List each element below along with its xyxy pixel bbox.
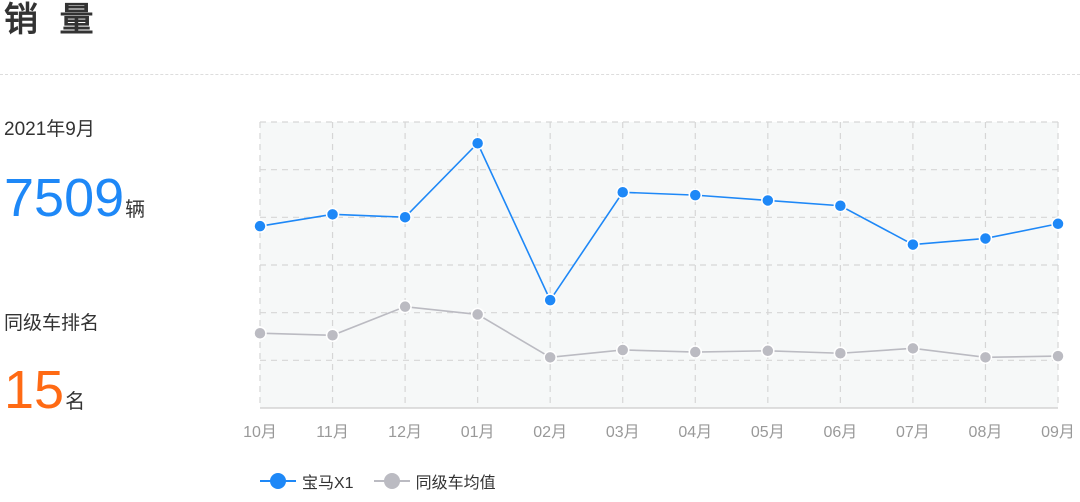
data-point-bmw-x1	[253, 219, 267, 233]
legend-dot-segment-average	[383, 473, 400, 489]
data-point-bmw-x1	[761, 193, 775, 208]
sales-figure: 7509辆	[4, 168, 145, 242]
legend-item-segment-average[interactable]: 同级车均值	[373, 469, 496, 493]
x-tick-label: 10月	[243, 424, 277, 441]
data-point-bmw-x1	[1051, 217, 1065, 231]
data-point-bmw-x1	[325, 207, 340, 222]
data-point-segment-average	[978, 350, 993, 365]
chart-legend: 宝马X1 同级车均值	[260, 469, 516, 493]
sales-value: 7509	[4, 168, 125, 228]
sales-unit: 辆	[125, 199, 146, 221]
x-tick-label: 11月	[316, 424, 349, 441]
x-tick-label: 04月	[678, 424, 712, 441]
legend-swatch-bmw-x1	[260, 473, 296, 489]
data-point-segment-average	[906, 341, 920, 356]
title-divider	[0, 74, 1080, 75]
x-tick-label: 01月	[461, 424, 495, 441]
data-point-bmw-x1	[615, 185, 630, 200]
series-line-bmw-x1	[259, 141, 1059, 302]
data-point-bmw-x1	[906, 237, 920, 252]
data-point-bmw-x1	[543, 293, 557, 307]
data-point-bmw-x1	[470, 136, 485, 150]
data-point-segment-average	[325, 328, 340, 343]
legend-label-segment-average: 同级车均值	[415, 475, 496, 492]
x-tick-label: 08月	[969, 424, 1003, 441]
rank-label: 同级车排名	[4, 313, 100, 334]
x-tick-label: 03月	[606, 424, 640, 441]
rank-figure: 15名	[4, 360, 85, 434]
legend-swatch-segment-average	[373, 473, 410, 489]
x-tick-label: 12月	[388, 424, 422, 441]
rank-unit: 名	[65, 391, 86, 413]
page-title: 销 量	[4, 1, 100, 39]
data-point-segment-average	[470, 307, 485, 322]
data-point-segment-average	[833, 346, 848, 361]
legend-label-bmw-x1: 宝马X1	[302, 475, 354, 492]
data-point-segment-average	[615, 343, 630, 357]
x-tick-label: 06月	[823, 424, 857, 441]
rank-value: 15	[4, 360, 65, 420]
legend-item-bmw-x1[interactable]: 宝马X1	[260, 469, 354, 493]
data-point-segment-average	[253, 326, 267, 340]
period-label: 2021年9月	[4, 119, 95, 140]
data-point-segment-average	[688, 345, 703, 359]
x-tick-label: 07月	[896, 424, 930, 441]
data-point-segment-average	[398, 299, 412, 314]
data-point-bmw-x1	[688, 188, 703, 202]
x-tick-label: 02月	[533, 424, 567, 441]
legend-dot-bmw-x1	[270, 473, 286, 489]
x-tick-label: 05月	[751, 424, 785, 441]
data-point-segment-average	[1051, 349, 1065, 363]
data-point-bmw-x1	[978, 231, 993, 246]
series-line-segment-average	[259, 305, 1059, 359]
data-point-bmw-x1	[398, 210, 412, 224]
data-point-segment-average	[543, 350, 557, 365]
x-tick-label: 09月	[1041, 424, 1075, 441]
data-point-bmw-x1	[833, 199, 848, 213]
data-point-segment-average	[761, 344, 775, 358]
